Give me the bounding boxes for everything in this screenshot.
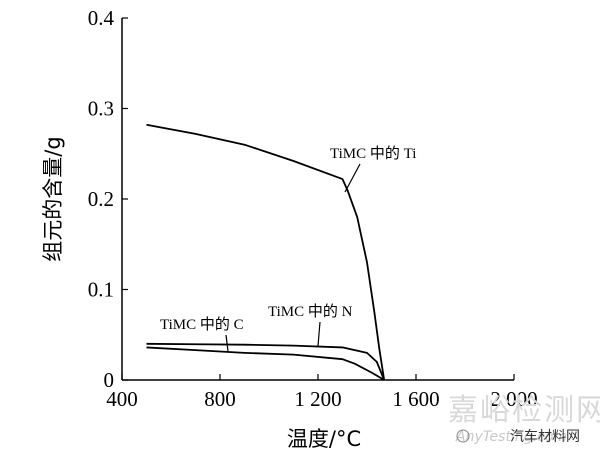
watermark-tag: 汽车材料网 — [510, 428, 580, 445]
annotation-label: TiMC 中的 N — [268, 303, 353, 320]
series-line-1 — [146, 342, 385, 381]
y-tick-label: 0 — [104, 368, 115, 392]
x-tick-label: 400 — [106, 387, 138, 411]
watermark-sub: AnyTesting.com — [455, 429, 567, 445]
x-tick-label: 800 — [204, 387, 236, 411]
annotation-leader — [344, 163, 361, 193]
x-tick-label: 1 200 — [294, 387, 341, 411]
annotations: TiMC 中的 Ti TiMC 中的 N TiMC 中的 C — [160, 145, 416, 352]
y-tick-label: 0.2 — [88, 187, 114, 211]
y-tick-label: 0.3 — [88, 97, 114, 121]
x-axis-title: 温度/°C — [287, 427, 361, 451]
x-tick-label: 1 600 — [392, 387, 439, 411]
x-tick-label: 2 000 — [490, 387, 537, 411]
y-axis-title: 组元的含量/g — [41, 136, 65, 261]
annotation-leader — [225, 334, 229, 352]
data-lines — [146, 123, 386, 381]
ticks: 400 800 1 200 1 600 2 000 0 0.1 0.2 0.3 0.4 — [88, 6, 538, 411]
y-tick-label: 0.4 — [88, 6, 115, 30]
annotation-label: TiMC 中的 Ti — [330, 145, 416, 162]
annotation-leader — [317, 321, 321, 347]
series-line-2 — [146, 346, 385, 381]
watermark-main: 嘉峪检测网 — [448, 393, 600, 428]
watermark: 嘉峪检测网 AnyTesting.com 汽车材料网 — [448, 393, 600, 445]
y-tick-label: 0.1 — [88, 278, 114, 302]
wechat-icon — [456, 429, 470, 443]
series-line-0 — [146, 123, 386, 381]
annotation-label: TiMC 中的 C — [160, 316, 244, 333]
